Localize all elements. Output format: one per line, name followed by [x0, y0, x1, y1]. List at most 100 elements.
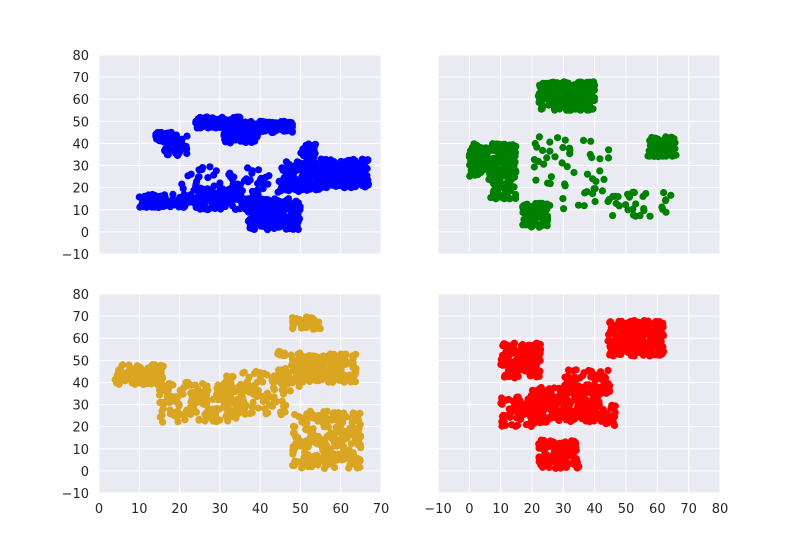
scatter-point	[307, 184, 315, 192]
scatter-point	[505, 141, 514, 149]
scatter-point	[622, 344, 630, 352]
scatter-point	[631, 212, 640, 220]
scatter-point	[666, 139, 674, 147]
scatter-point	[544, 416, 552, 424]
scatter-point	[289, 445, 297, 453]
scatter-point	[656, 351, 665, 359]
x-tick-label: 60	[332, 502, 349, 517]
scatter-point	[178, 144, 186, 152]
scatter-point	[270, 396, 278, 404]
scatter-point	[628, 333, 636, 341]
scatter-point	[248, 187, 257, 195]
scatter-point	[515, 355, 523, 363]
scatter-point	[318, 413, 326, 421]
scatter-point	[193, 124, 201, 132]
scatter-point	[139, 203, 147, 211]
scatter-panel-top-left: −10 0 10 20 30 40 50 60 70 80	[62, 49, 382, 263]
scatter-point	[658, 203, 666, 211]
scatter-point	[542, 444, 550, 452]
scatter-point	[576, 374, 584, 382]
scatter-point	[502, 343, 511, 352]
scatter-point	[516, 349, 524, 357]
scatter-point	[510, 145, 519, 153]
scatter-point	[604, 366, 612, 375]
scatter-point	[528, 410, 536, 418]
scatter-point	[313, 361, 321, 369]
scatter-point	[352, 160, 360, 168]
x-tick-label: 20	[524, 502, 541, 517]
scatter-point	[520, 215, 528, 223]
scatter-point	[559, 143, 567, 152]
scatter-point	[533, 339, 541, 347]
scatter-point	[228, 372, 237, 380]
scatter-point	[349, 373, 357, 381]
scatter-point	[541, 219, 549, 227]
scatter-point	[289, 461, 297, 469]
scatter-point	[300, 181, 308, 189]
y-tick-label: −10	[62, 487, 89, 502]
y-tick-label: 70	[72, 71, 89, 86]
scatter-point	[632, 200, 640, 208]
scatter-point	[480, 148, 489, 156]
scatter-point	[340, 443, 348, 451]
scatter-point	[559, 195, 567, 203]
scatter-point	[256, 200, 264, 208]
scatter-point	[188, 193, 197, 201]
scatter-point	[182, 378, 190, 387]
scatter-point	[223, 411, 231, 419]
scatter-point	[263, 389, 271, 397]
scatter-point	[166, 398, 174, 406]
scatter-point	[309, 325, 317, 333]
scatter-point	[285, 160, 293, 168]
scatter-point	[559, 99, 567, 107]
scatter-point	[667, 191, 675, 199]
scatter-point	[328, 430, 336, 438]
scatter-point	[118, 369, 126, 377]
scatter-point	[597, 368, 605, 376]
scatter-point	[216, 386, 224, 394]
scatter-point	[640, 321, 648, 329]
scatter-point	[656, 344, 664, 352]
scatter-point	[199, 119, 207, 127]
scatter-point	[661, 197, 670, 205]
scatter-point	[261, 396, 269, 404]
scatter-point	[542, 451, 550, 459]
scatter-point	[609, 192, 617, 201]
scatter-point	[604, 380, 612, 388]
scatter-point	[573, 395, 581, 403]
scatter-point	[310, 153, 318, 161]
scatter-point	[214, 396, 222, 404]
scatter-point	[318, 456, 326, 465]
y-tick-label: 20	[72, 421, 89, 436]
scatter-point	[506, 413, 514, 421]
scatter-point	[240, 177, 248, 185]
scatter-point	[309, 410, 317, 418]
scatter-point	[356, 420, 364, 429]
scatter-point	[561, 182, 569, 190]
scatter-point	[315, 353, 323, 361]
y-tick-label: 0	[81, 465, 89, 480]
scatter-point	[239, 120, 247, 129]
scatter-point	[339, 419, 347, 427]
scatter-point	[527, 372, 535, 380]
scatter-point	[158, 407, 166, 415]
scatter-point	[547, 173, 556, 181]
scatter-point	[660, 189, 668, 197]
scatter-point	[174, 392, 182, 400]
scatter-point	[270, 200, 278, 208]
scatter-point	[508, 174, 516, 182]
y-tick-label: 20	[72, 182, 89, 197]
scatter-point	[646, 212, 654, 220]
scatter-point	[579, 400, 587, 408]
scatter-point	[596, 167, 604, 175]
scatter-point	[180, 190, 188, 198]
scatter-point	[256, 392, 264, 400]
scatter-point	[146, 198, 154, 206]
scatter-point	[523, 200, 531, 208]
scatter-point	[167, 380, 175, 388]
scatter-point	[137, 371, 145, 379]
scatter-point	[609, 212, 617, 220]
scatter-point	[192, 408, 200, 416]
scatter-point	[546, 147, 554, 155]
